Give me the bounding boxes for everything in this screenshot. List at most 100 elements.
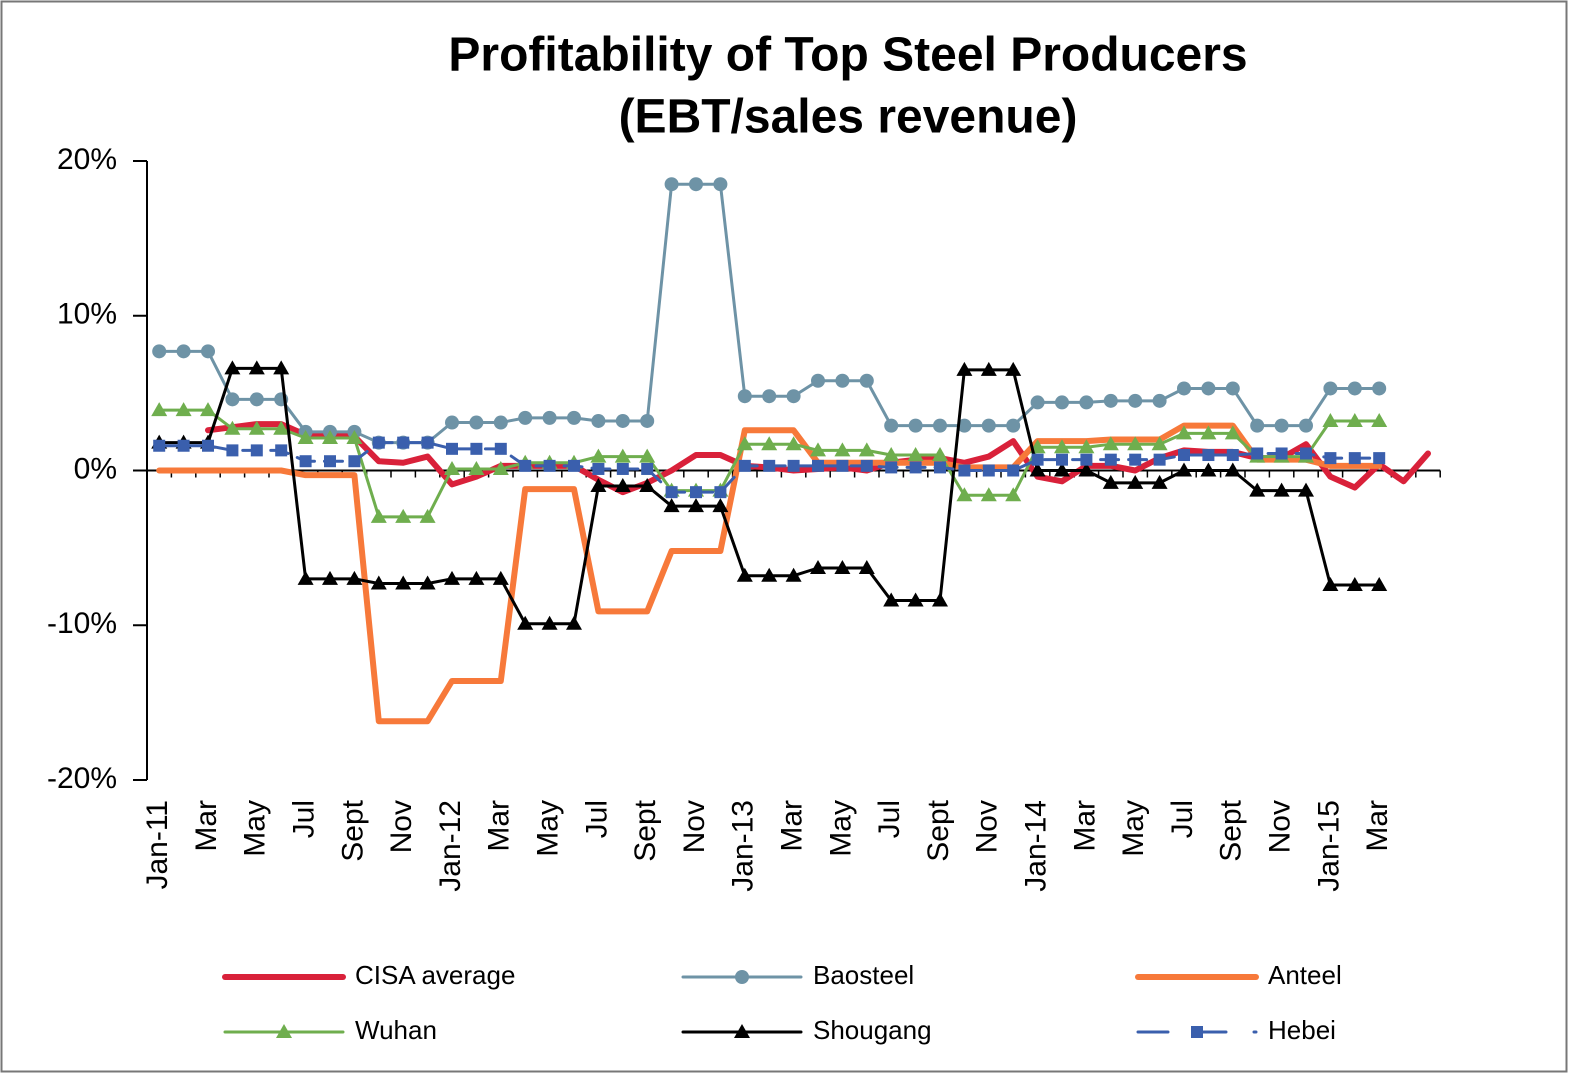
marker <box>151 402 168 417</box>
marker <box>1346 412 1363 427</box>
marker <box>1127 436 1144 451</box>
marker <box>736 436 753 451</box>
legend-label: Baosteel <box>813 960 914 990</box>
marker <box>346 570 363 585</box>
x-tick-label: Jul <box>1166 800 1199 838</box>
marker <box>1176 462 1192 477</box>
legend-label: Hebei <box>1268 1015 1336 1045</box>
marker <box>1251 447 1264 460</box>
marker <box>299 455 312 468</box>
marker <box>275 444 288 457</box>
x-tick-label: Sept <box>336 799 369 861</box>
legend-label: Wuhan <box>355 1015 437 1045</box>
marker <box>517 615 534 630</box>
marker <box>982 464 995 477</box>
legend-label: CISA average <box>355 960 515 990</box>
marker <box>225 392 240 407</box>
marker <box>1176 425 1192 440</box>
marker <box>1078 462 1095 477</box>
marker <box>1200 425 1217 440</box>
marker <box>714 486 727 499</box>
marker <box>812 459 824 472</box>
x-tick-label: Mar <box>483 800 516 852</box>
marker <box>542 410 557 425</box>
marker <box>934 461 946 474</box>
marker <box>397 436 410 449</box>
marker <box>372 436 385 449</box>
x-tick-label: Sept <box>1215 799 1248 861</box>
marker <box>1006 418 1021 433</box>
marker <box>250 444 263 457</box>
series <box>153 436 1386 499</box>
marker <box>1080 453 1093 466</box>
marker <box>713 177 728 192</box>
marker <box>907 592 924 607</box>
x-tick-label: May <box>239 800 272 857</box>
marker <box>519 459 532 472</box>
marker <box>1250 418 1265 433</box>
marker <box>734 1024 750 1038</box>
marker <box>248 420 265 435</box>
marker <box>689 177 703 192</box>
marker <box>663 498 680 513</box>
marker <box>785 567 802 582</box>
marker <box>810 559 826 574</box>
marker <box>688 498 704 513</box>
marker <box>614 477 631 492</box>
x-tick-label: Jan-11 <box>141 800 174 890</box>
marker <box>933 418 947 433</box>
legend-label: Anteel <box>1268 960 1342 990</box>
marker <box>1055 395 1069 410</box>
marker <box>1029 462 1046 477</box>
marker <box>567 410 581 425</box>
marker <box>735 970 749 984</box>
marker <box>665 486 678 499</box>
x-tick-label: Mar <box>1068 800 1101 852</box>
marker <box>419 575 436 590</box>
x-tick-label: May <box>1117 800 1150 857</box>
chart-subtitle: (EBT/sales revenue) <box>619 91 1078 144</box>
marker <box>1372 381 1387 396</box>
marker <box>590 448 607 463</box>
marker <box>1054 439 1070 454</box>
marker <box>1249 482 1266 497</box>
marker <box>641 462 654 475</box>
marker <box>445 415 459 430</box>
marker <box>1322 412 1339 427</box>
marker <box>1322 577 1339 592</box>
x-tick-label: Jul <box>580 800 613 838</box>
marker <box>908 418 923 433</box>
marker <box>615 413 630 428</box>
marker <box>1102 474 1119 489</box>
marker <box>858 442 875 457</box>
marker <box>541 615 558 630</box>
x-tick-label: Sept <box>922 799 955 861</box>
marker <box>1191 1026 1203 1038</box>
marker <box>1030 395 1045 410</box>
marker <box>616 462 629 475</box>
marker <box>152 344 167 359</box>
marker <box>884 418 899 433</box>
marker <box>395 575 412 590</box>
marker <box>762 389 777 404</box>
marker <box>273 420 290 435</box>
marker <box>1275 447 1288 460</box>
marker <box>226 444 239 457</box>
marker <box>444 570 460 585</box>
marker <box>493 415 508 430</box>
marker <box>1299 418 1313 433</box>
marker <box>787 459 800 472</box>
legend-label: Shougang <box>813 1015 932 1045</box>
y-tick-label: 20% <box>57 143 117 176</box>
marker <box>276 1024 292 1038</box>
marker <box>909 461 922 474</box>
marker <box>639 448 656 463</box>
marker <box>592 462 605 475</box>
marker <box>444 460 460 475</box>
marker <box>1031 453 1044 466</box>
marker <box>1005 487 1022 502</box>
marker <box>860 459 873 472</box>
marker <box>1104 453 1117 466</box>
marker <box>1373 452 1386 465</box>
